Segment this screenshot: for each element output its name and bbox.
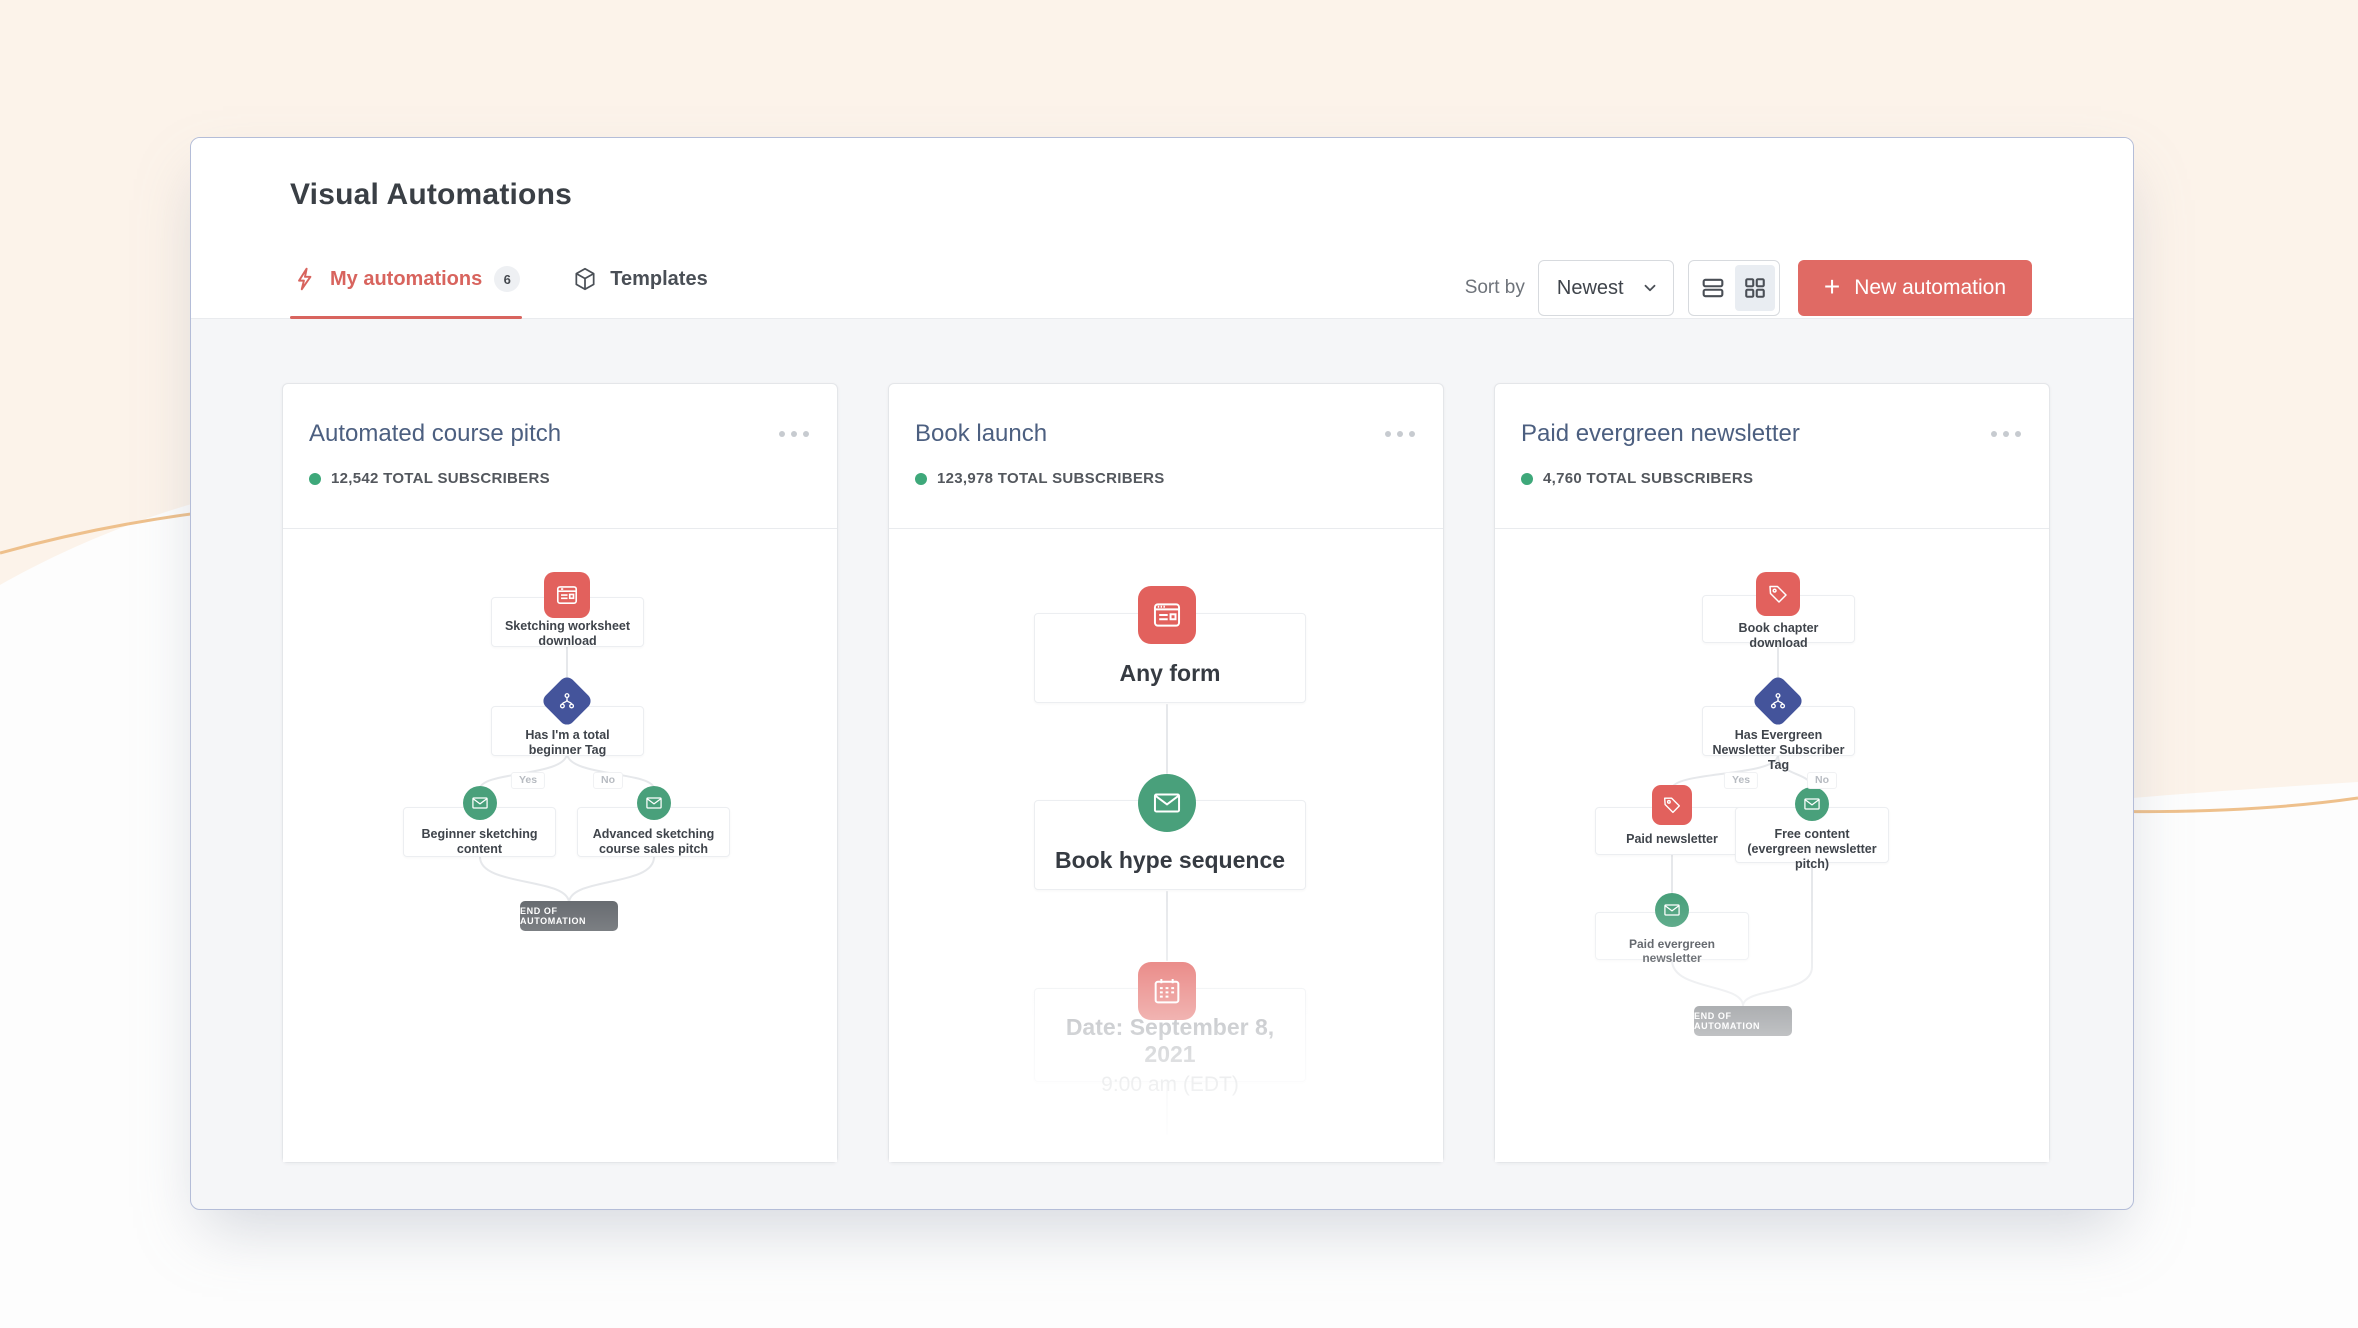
sort-dropdown[interactable]: Newest (1537, 260, 1674, 316)
tab-templates[interactable]: Templates (570, 266, 709, 318)
automation-cards-row: Automated course pitch 12,542 TOTAL SUBS… (282, 383, 2050, 1163)
page-title: Visual Automations (290, 178, 572, 211)
envelope-icon (644, 793, 664, 813)
email-node (463, 786, 497, 820)
grid-view-icon (1741, 274, 1769, 302)
flow-connectors (1671, 642, 1813, 1007)
kebab-menu-icon[interactable] (777, 425, 811, 443)
status-dot (915, 472, 927, 485)
chevron-down-icon (1641, 279, 1659, 297)
form-trigger-node (1138, 586, 1196, 644)
tab-templates-label: Templates (610, 267, 708, 290)
card-title[interactable]: Paid evergreen newsletter (1521, 420, 1800, 447)
automation-card-paid-evergreen-newsletter: Paid evergreen newsletter 4,760 TOTAL SU… (1494, 383, 2050, 1163)
subscriber-count: 4,760 TOTAL SUBSCRIBERS (1543, 470, 1754, 487)
card-header: Book launch 123,978 TOTAL SUBSCRIBERS (889, 384, 1443, 529)
email-node (1655, 893, 1689, 927)
list-view-icon (1699, 274, 1727, 302)
envelope-icon (1802, 794, 1822, 814)
tag-trigger-node (1756, 572, 1800, 616)
new-automation-button[interactable]: + New automation (1797, 260, 2032, 316)
tag-action-node (1652, 785, 1692, 825)
sort-dropdown-value: Newest (1556, 276, 1624, 299)
automation-preview[interactable]: Sketching worksheet download Has I'm a t… (283, 529, 837, 1162)
view-toggle-group (1687, 260, 1780, 316)
date-line: Date: September 8, 2021 (1065, 1014, 1275, 1068)
subscriber-count: 123,978 TOTAL SUBSCRIBERS (937, 470, 1165, 487)
card-header: Automated course pitch 12,542 TOTAL SUBS… (283, 384, 837, 529)
condition-node (540, 674, 594, 728)
envelope-icon (1662, 900, 1682, 920)
no-branch-chip: No (593, 772, 623, 789)
subscriber-count: 12,542 TOTAL SUBSCRIBERS (331, 470, 550, 487)
automation-card-book-launch: Book launch 123,978 TOTAL SUBSCRIBERS (888, 383, 1444, 1163)
automation-preview[interactable]: Book chapter download Has Evergreen News… (1495, 529, 2049, 1162)
form-icon (554, 582, 580, 608)
sort-by-label: Sort by (1464, 277, 1525, 298)
automation-card-automated-course-pitch: Automated course pitch 12,542 TOTAL SUBS… (282, 383, 838, 1163)
status-dot (1521, 472, 1533, 485)
envelope-icon (1150, 786, 1184, 820)
end-of-automation-node: END OF AUTOMATION (1694, 1006, 1792, 1036)
kebab-menu-icon[interactable] (1989, 425, 2023, 443)
status-dot (309, 472, 321, 485)
date-node (1138, 962, 1196, 1020)
list-view-button[interactable] (1693, 265, 1733, 311)
plus-icon: + (1823, 270, 1841, 302)
active-tab-underline (290, 316, 523, 319)
card-header: Paid evergreen newsletter 4,760 TOTAL SU… (1495, 384, 2049, 529)
grid-view-button[interactable] (1734, 265, 1775, 311)
cube-icon (572, 266, 598, 292)
yes-branch-chip: Yes (510, 772, 546, 789)
card-title[interactable]: Automated course pitch (309, 420, 562, 447)
new-automation-label: New automation (1854, 276, 2006, 299)
envelope-icon (470, 793, 490, 813)
calendar-icon (1150, 974, 1184, 1008)
tab-bar: My automations 6 Templates (290, 266, 710, 319)
form-trigger-node (544, 572, 590, 618)
no-branch-chip: No (1807, 772, 1837, 789)
condition-node (1751, 674, 1805, 728)
card-title[interactable]: Book launch (915, 420, 1048, 447)
tab-my-automations[interactable]: My automations 6 (290, 266, 523, 319)
automation-preview[interactable]: Any form Book hype sequence Date: Septem… (889, 529, 1443, 1162)
email-node (1138, 774, 1196, 832)
email-node (637, 786, 671, 820)
form-icon (1150, 598, 1184, 632)
visual-automations-panel: Visual Automations My automations 6 Temp… (190, 137, 2134, 1210)
tab-my-automations-label: My automations (330, 267, 483, 290)
header-controls: Sort by Newest (1465, 260, 2032, 316)
branch-icon (557, 691, 577, 711)
automation-count-badge: 6 (494, 266, 521, 292)
flow-connectors (1166, 704, 1168, 1135)
panel-header: Visual Automations My automations 6 Temp… (191, 138, 2133, 319)
branch-icon (1768, 691, 1788, 711)
tag-icon (1661, 794, 1683, 816)
time-line: 9:00 am (EDT) (1101, 1073, 1239, 1097)
email-node (1795, 787, 1829, 821)
kebab-menu-icon[interactable] (1383, 425, 1417, 443)
end-of-automation-node: END OF AUTOMATION (520, 901, 618, 931)
lightning-bolt-icon (292, 266, 318, 292)
yes-branch-chip: Yes (1723, 772, 1759, 789)
tag-icon (1766, 582, 1790, 606)
